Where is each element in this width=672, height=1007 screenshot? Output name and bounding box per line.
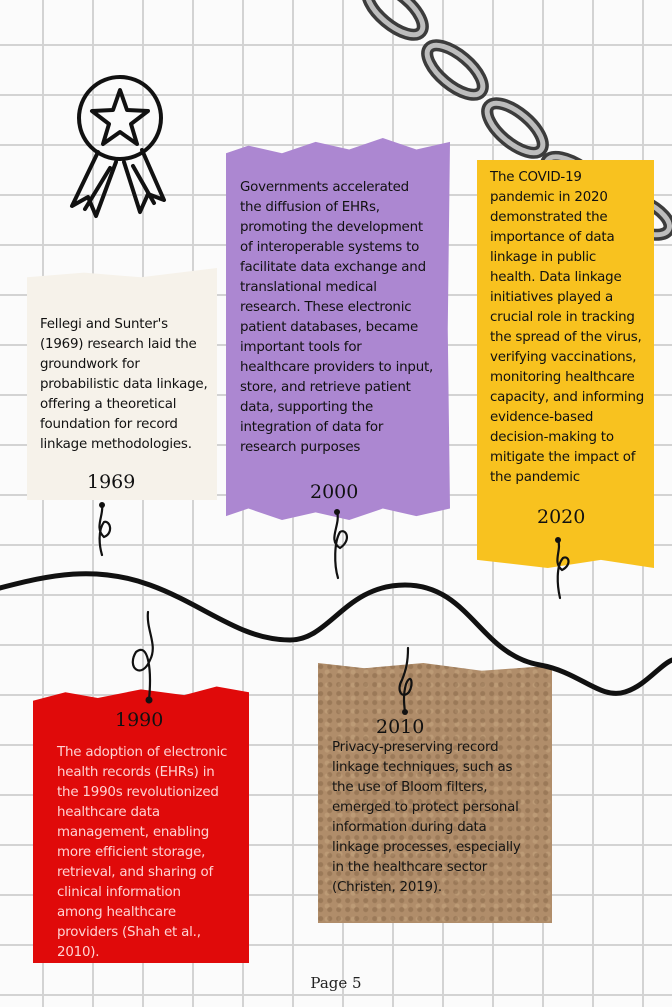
text-line: demonstrated the [490, 210, 608, 225]
card-2010-text: Privacy-preserving record linkage techni… [332, 738, 521, 898]
text-line: patient databases, became [240, 320, 419, 335]
connector-2000 [333, 510, 348, 580]
text-line: information during data [332, 820, 487, 835]
card-2020-text: The COVID-19 pandemic in 2020 demonstrat… [490, 168, 644, 488]
text-line: the 1990s revolutionized [57, 785, 219, 800]
text-line: data, supporting the [240, 400, 374, 415]
text-line: the diffusion of EHRs, [240, 200, 380, 215]
text-line: the pandemic [490, 470, 580, 485]
card-1990-text: The adoption of electronic health record… [57, 743, 227, 963]
text-line: important tools for [240, 340, 362, 355]
text-line: promoting the development [240, 220, 423, 235]
text-line: evidence-based [490, 410, 594, 425]
connector-1990 [131, 610, 154, 702]
text-line: Governments accelerated [240, 180, 409, 195]
connector-2010 [398, 646, 413, 714]
connector-2020 [556, 538, 570, 600]
text-line: crucial role in tracking [490, 310, 635, 325]
text-line: importance of data [490, 230, 615, 245]
page-number: Page 5 [310, 974, 362, 992]
connector-1969 [98, 503, 112, 557]
text-line: mitigate the impact of [490, 450, 636, 465]
text-line: healthcare data [57, 805, 160, 820]
text-line: clinical information [57, 885, 181, 900]
timeline-wave [0, 571, 672, 696]
text-line: health. Data linkage [490, 270, 622, 285]
text-line: translational medical [240, 280, 377, 295]
text-line: retrieval, and sharing of [57, 865, 214, 880]
text-line: (1969) research laid the [40, 337, 197, 352]
text-line: Privacy-preserving record [332, 740, 499, 755]
connector-dot-2000 [334, 509, 340, 515]
text-line: the spread of the virus, [490, 330, 642, 345]
text-line: healthcare providers to input, [240, 360, 434, 375]
text-line: foundation for record [40, 417, 178, 432]
text-line: pandemic in 2020 [490, 190, 608, 205]
text-line: verifying vaccinations, [490, 350, 637, 365]
text-line: research. These electronic [240, 300, 412, 315]
text-line: store, and retrieve patient [240, 380, 411, 395]
text-line: research purposes [240, 440, 361, 455]
text-line: monitoring healthcare [490, 370, 635, 385]
text-line: The COVID-19 [490, 170, 582, 185]
year-label-2020: 2020 [537, 506, 586, 528]
year-label-2010: 2010 [376, 716, 425, 738]
card-1969-text: Fellegi and Sunter's (1969) research lai… [40, 315, 208, 455]
timeline-card-2020: The COVID-19 pandemic in 2020 demonstrat… [477, 160, 654, 568]
text-line: groundwork for [40, 357, 140, 372]
text-line: in the healthcare sector [332, 860, 488, 875]
connector-dot-2020 [555, 537, 561, 543]
timeline-card-2010: 2010 Privacy-preserving record linkage t… [318, 663, 552, 923]
text-line: linkage in public [490, 250, 597, 265]
timeline-card-2000: Governments accelerated the diffusion of… [226, 138, 450, 520]
year-label-2000: 2000 [310, 481, 359, 503]
text-line: decision-making to [490, 430, 614, 445]
text-line: of interoperable systems to [240, 240, 420, 255]
text-line: management, enabling [57, 825, 210, 840]
text-line: among healthcare [57, 905, 176, 920]
text-line: integration of data for [240, 420, 384, 435]
text-line: The adoption of electronic [57, 745, 228, 760]
text-line: initiatives played a [490, 290, 614, 305]
text-line: linkage methodologies. [40, 437, 192, 452]
year-label-1990: 1990 [115, 709, 164, 731]
text-line: Fellegi and Sunter's [40, 317, 168, 332]
text-line: linkage techniques, such as [332, 760, 513, 775]
text-line: more efficient storage, [57, 845, 206, 860]
text-line: linkage processes, especially [332, 840, 521, 855]
text-line: health records (EHRs) in [57, 765, 215, 780]
text-line: the use of Bloom filters, [332, 780, 488, 795]
connector-dot-1969 [99, 502, 105, 508]
text-line: providers (Shah et al., [57, 925, 201, 940]
text-line: 2010). [57, 945, 100, 960]
timeline-card-1990: 1990 The adoption of electronic health r… [33, 686, 249, 963]
text-line: probabilistic data linkage, [40, 377, 208, 392]
text-line: facilitate data exchange and [240, 260, 426, 275]
year-label-1969: 1969 [87, 471, 136, 493]
text-line: offering a theoretical [40, 397, 177, 412]
timeline-card-1969: Fellegi and Sunter's (1969) research lai… [27, 268, 217, 500]
text-line: capacity, and informing [490, 390, 645, 405]
card-2000-text: Governments accelerated the diffusion of… [240, 178, 433, 458]
connector-dot-2010 [402, 709, 408, 715]
text-line: emerged to protect personal [332, 800, 519, 815]
connector-dot-1990 [145, 696, 153, 704]
text-line: (Christen, 2019). [332, 880, 442, 895]
